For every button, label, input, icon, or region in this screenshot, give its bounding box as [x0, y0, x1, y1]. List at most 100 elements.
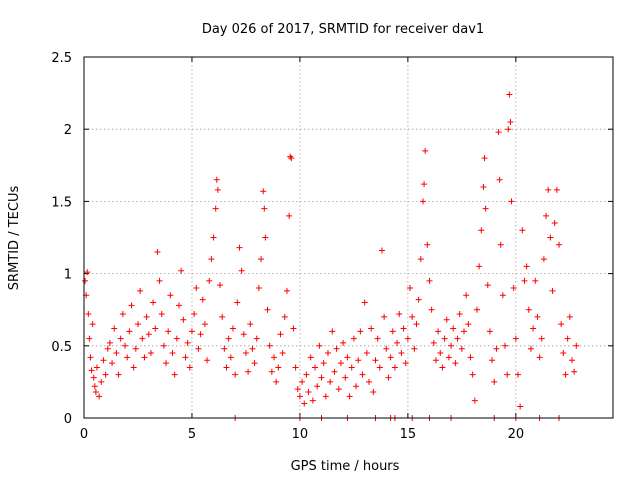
data-point [512, 335, 519, 342]
data-point [210, 234, 217, 241]
data-point [264, 306, 271, 313]
data-point [514, 371, 521, 378]
data-point [106, 339, 113, 346]
data-point [508, 198, 515, 205]
data-point [404, 335, 411, 342]
data-point [480, 183, 487, 190]
data-point [510, 285, 517, 292]
data-point [318, 374, 325, 381]
data-point [396, 311, 403, 318]
data-point [262, 234, 269, 241]
data-point [324, 350, 331, 357]
data-point [88, 367, 95, 374]
data-point [448, 342, 455, 349]
data-point [538, 335, 545, 342]
data-point [307, 354, 314, 361]
data-point [340, 339, 347, 346]
data-point [227, 354, 234, 361]
axis-ticks [83, 56, 613, 419]
data-point [481, 155, 488, 162]
data-point [450, 325, 457, 332]
data-point [558, 321, 565, 328]
data-point [275, 364, 282, 371]
data-point [547, 234, 554, 241]
data-point [543, 212, 550, 219]
data-point [296, 393, 303, 400]
data-point [255, 285, 262, 292]
data-point [305, 389, 312, 396]
data-point [273, 378, 280, 385]
data-point [432, 357, 439, 364]
data-point [160, 342, 167, 349]
data-point [213, 176, 220, 183]
data-point [378, 247, 385, 254]
plot-frame [83, 56, 614, 419]
data-point [484, 282, 491, 289]
data-point [476, 263, 483, 270]
data-point [463, 292, 470, 299]
data-point [132, 345, 139, 352]
data-point [419, 198, 426, 205]
data-point [89, 321, 96, 328]
grid [84, 57, 613, 418]
data-point [171, 371, 178, 378]
data-point [145, 331, 152, 338]
data-point [204, 357, 211, 364]
data-point [134, 321, 141, 328]
data-point [281, 313, 288, 320]
data-point [290, 325, 297, 332]
data-point [312, 364, 319, 371]
data-point [251, 360, 258, 367]
y-tick-label: 0.5 [51, 340, 72, 355]
data-point [119, 311, 126, 318]
x-axis-label: GPS time / hours [291, 459, 400, 474]
data-point [452, 360, 459, 367]
data-point [268, 368, 275, 375]
data-point [471, 397, 478, 404]
data-point [344, 354, 351, 361]
data-point [182, 354, 189, 361]
data-point [389, 328, 396, 335]
data-point [439, 364, 446, 371]
data-point [199, 296, 206, 303]
data-point [394, 339, 401, 346]
data-point [489, 357, 496, 364]
data-point [370, 389, 377, 396]
data-point [91, 383, 98, 390]
data-point [456, 311, 463, 318]
data-point [486, 328, 493, 335]
data-point [86, 335, 93, 342]
data-point [532, 277, 539, 284]
y-tick-label: 1 [64, 268, 72, 283]
data-point [201, 321, 208, 328]
data-point [411, 345, 418, 352]
data-point [223, 364, 230, 371]
data-point [236, 244, 243, 251]
y-tick-label: 0 [64, 412, 72, 427]
data-point [430, 339, 437, 346]
data-point [415, 296, 422, 303]
data-point [143, 313, 150, 320]
data-point [176, 302, 183, 309]
data-point [93, 364, 100, 371]
x-tick-label: 0 [80, 427, 88, 442]
data-point [87, 354, 94, 361]
scatter-series [82, 91, 580, 421]
data-point [104, 345, 111, 352]
data-point [335, 386, 342, 393]
data-point [504, 371, 511, 378]
data-point [277, 331, 284, 338]
data-point [191, 311, 198, 318]
data-point [560, 350, 567, 357]
data-point [221, 345, 228, 352]
data-point [247, 321, 254, 328]
data-point [253, 335, 260, 342]
data-point [322, 393, 329, 400]
data-point [240, 331, 247, 338]
data-point [167, 292, 174, 299]
data-point [391, 364, 398, 371]
data-point [398, 350, 405, 357]
data-point [327, 378, 334, 385]
data-point [242, 350, 249, 357]
